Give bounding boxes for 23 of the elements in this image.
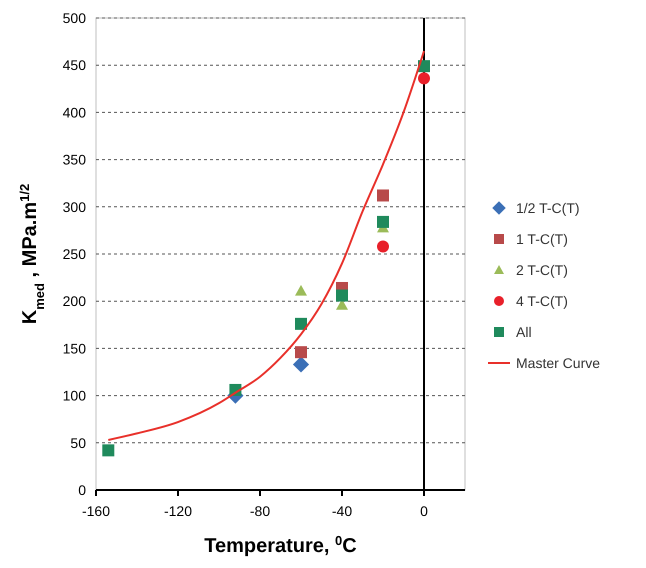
y-tick-label: 100: [62, 388, 86, 404]
x-tick-label: -40: [332, 503, 352, 519]
y-tick-label: 500: [62, 10, 86, 26]
y-tick-label: 300: [62, 198, 86, 215]
legend-label: 4 T-C(T): [516, 293, 568, 309]
y-tick-label: 50: [70, 434, 86, 451]
x-axis-title: Temperature, $^{0}$C: [204, 532, 357, 557]
y-tick-label: 250: [62, 246, 86, 262]
y-tick-label: 0: [78, 482, 86, 498]
y-tick-label: 200: [62, 293, 86, 310]
y-tick-label: 350: [62, 152, 86, 168]
legend-label: 1 T-C(T): [516, 231, 568, 247]
x-tick-label: -160: [82, 503, 110, 519]
y-tick-label: 400: [62, 104, 86, 120]
y-tick-label: 450: [62, 57, 86, 74]
legend-label: 2 T-C(T): [516, 262, 568, 278]
legend-label: All: [516, 324, 532, 340]
x-tick-label: -120: [164, 503, 192, 519]
x-tick-label: -80: [250, 503, 270, 519]
y-tick-label: 150: [62, 340, 86, 356]
legend-label: Master Curve: [516, 355, 600, 371]
legend-label: 1/2 T-C(T): [516, 200, 580, 216]
x-tick-label: 0: [420, 503, 428, 519]
